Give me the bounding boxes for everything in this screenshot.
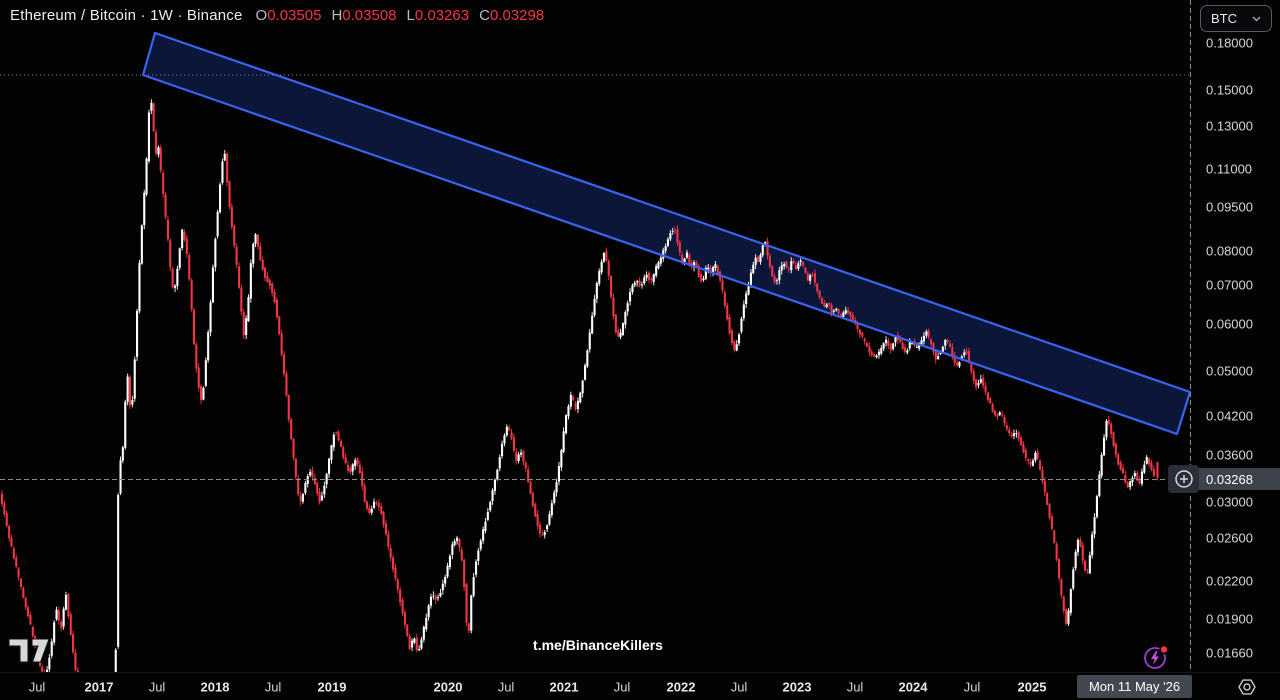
time-axis-label: 2021 bbox=[549, 679, 579, 694]
price-axis-label: 0.08000 bbox=[1206, 243, 1253, 259]
price-chart-canvas[interactable] bbox=[0, 0, 1192, 672]
time-axis-label: Jul bbox=[846, 679, 864, 694]
time-axis-label: 2017 bbox=[84, 679, 114, 694]
price-axis-label: 0.01900 bbox=[1206, 611, 1253, 627]
time-axis-label: Jul bbox=[613, 679, 631, 694]
time-axis-label: Jul bbox=[28, 679, 46, 694]
time-axis-label: 2025 bbox=[1017, 679, 1047, 694]
ohlc-low-value: 0.03263 bbox=[414, 7, 470, 24]
chevron-down-icon bbox=[1252, 15, 1261, 22]
time-axis-label: Jul bbox=[264, 679, 282, 694]
price-axis-label: 0.06000 bbox=[1206, 316, 1253, 332]
ohlc-close-label: C bbox=[479, 7, 490, 24]
ohlc-close-value: 0.03298 bbox=[489, 7, 545, 24]
lightning-icon bbox=[1144, 644, 1169, 669]
descending-channel-fill[interactable] bbox=[143, 33, 1190, 434]
time-axis-label: Jul bbox=[148, 679, 166, 694]
price-axis-label: 0.03000 bbox=[1206, 494, 1253, 510]
ohlc-open-label: O bbox=[255, 7, 268, 24]
market-status-button[interactable] bbox=[1141, 642, 1171, 672]
price-axis-label: 0.02200 bbox=[1206, 573, 1253, 589]
plus-circle-icon bbox=[1174, 470, 1193, 488]
time-axis-label: Jul bbox=[730, 679, 748, 694]
currency-selector[interactable]: BTC bbox=[1200, 5, 1272, 32]
time-axis-label: 2022 bbox=[666, 679, 696, 694]
price-axis-label: 0.07000 bbox=[1206, 277, 1253, 293]
ohlc-high-label: H bbox=[331, 7, 343, 24]
price-axis-label: 0.05000 bbox=[1206, 363, 1253, 379]
price-axis-label: 0.02600 bbox=[1206, 530, 1253, 546]
price-axis-label: 0.18000 bbox=[1206, 35, 1253, 51]
tradingview-logo[interactable] bbox=[6, 626, 52, 666]
price-axis-label: 0.13000 bbox=[1206, 118, 1253, 134]
time-axis-label: Jul bbox=[963, 679, 981, 694]
price-axis-label: 0.15000 bbox=[1206, 82, 1253, 98]
crosshair-date-label: Mon 11 May '26 bbox=[1077, 675, 1192, 698]
price-axis-label: 0.03600 bbox=[1206, 447, 1253, 463]
time-axis-label: 2019 bbox=[317, 679, 347, 694]
chart-legend: Ethereum / Bitcoin · 1W · Binance O 0.035… bbox=[10, 7, 544, 24]
time-axis-label: 2023 bbox=[782, 679, 812, 694]
currency-selector-label: BTC bbox=[1211, 11, 1237, 26]
settings-gear-button[interactable] bbox=[1237, 677, 1257, 697]
chart-plot-area[interactable]: t.me/BinanceKillers bbox=[0, 0, 1192, 672]
time-axis-label: 2018 bbox=[200, 679, 230, 694]
price-axis[interactable]: 0.18000 0.15000 0.13000 0.11000 0.09500 0.080… bbox=[1192, 0, 1280, 672]
ohlc-open-value: 0.03505 bbox=[267, 7, 322, 24]
price-axis-label: 0.09500 bbox=[1206, 199, 1253, 215]
ohlc-low-label: L bbox=[406, 7, 415, 24]
time-axis[interactable]: Jul 2017 Jul 2018 Jul 2019 2020 Jul 2021 Jul 2022 J… bbox=[0, 672, 1280, 700]
time-axis-label: 2020 bbox=[433, 679, 463, 694]
time-axis-label: 2024 bbox=[898, 679, 928, 694]
watermark: t.me/BinanceKillers bbox=[533, 637, 663, 653]
price-axis-label: 0.11000 bbox=[1206, 161, 1253, 177]
price-axis-label: 0.01660 bbox=[1206, 645, 1253, 661]
ohlc-readout: O 0.03505 H 0.03508 L 0.03263 C 0.03298 bbox=[256, 7, 545, 24]
price-axis-label: 0.04200 bbox=[1206, 408, 1253, 424]
add-alert-plus-button[interactable] bbox=[1168, 465, 1199, 493]
time-axis-label: Jul bbox=[497, 679, 515, 694]
gear-icon bbox=[1238, 679, 1256, 695]
symbol-title[interactable]: Ethereum / Bitcoin · 1W · Binance bbox=[10, 7, 243, 24]
descending-channel-border[interactable] bbox=[141, 31, 1192, 436]
ohlc-high-value: 0.03508 bbox=[342, 7, 397, 24]
crosshair-price-label: 0.03268 bbox=[1192, 468, 1280, 490]
